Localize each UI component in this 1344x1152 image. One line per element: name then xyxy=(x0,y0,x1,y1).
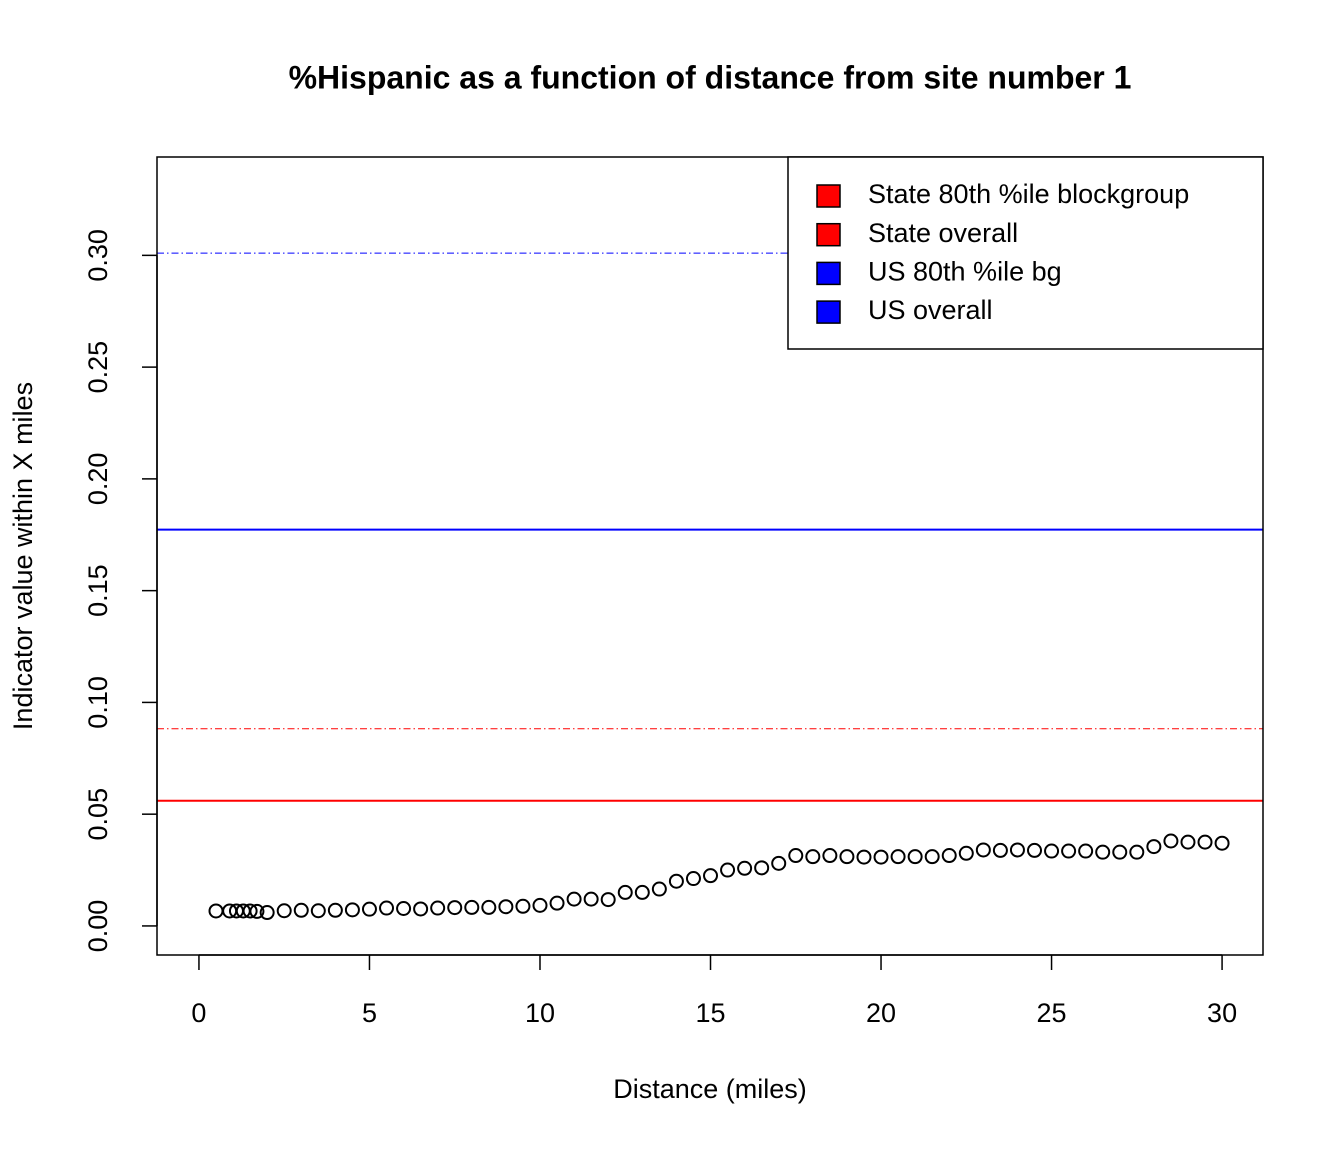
data-point xyxy=(1112,844,1128,860)
data-point xyxy=(1027,842,1043,858)
data-point xyxy=(941,848,957,864)
data-point xyxy=(259,905,275,921)
y-tick-label: 0.00 xyxy=(83,900,113,953)
data-point xyxy=(822,848,838,864)
data-point xyxy=(703,868,719,884)
data-point xyxy=(396,901,412,917)
data-point xyxy=(737,860,753,876)
legend-label: US 80th %ile bg xyxy=(868,257,1062,287)
data-point xyxy=(754,860,770,876)
x-tick-label: 10 xyxy=(525,998,555,1028)
legend-label: US overall xyxy=(868,295,993,325)
data-point xyxy=(924,849,940,865)
data-point xyxy=(1214,835,1230,851)
data-point xyxy=(1129,844,1145,860)
data-point xyxy=(668,873,684,889)
data-point xyxy=(583,891,599,907)
y-tick-label: 0.05 xyxy=(83,788,113,841)
data-point xyxy=(464,899,480,915)
y-tick-label: 0.10 xyxy=(83,676,113,729)
data-point xyxy=(805,849,821,865)
data-point xyxy=(1009,842,1025,858)
data-point xyxy=(361,901,377,917)
legend-swatch xyxy=(816,184,841,208)
legend-label: State 80th %ile blockgroup xyxy=(868,179,1189,209)
data-point xyxy=(208,903,224,919)
data-point xyxy=(907,849,923,865)
data-point xyxy=(600,892,616,908)
data-point xyxy=(992,842,1008,858)
y-tick-label: 0.15 xyxy=(83,564,113,617)
data-point xyxy=(1146,839,1162,855)
data-point xyxy=(651,881,667,897)
x-tick-label: 30 xyxy=(1207,998,1237,1028)
chart-title: %Hispanic as a function of distance from… xyxy=(289,59,1132,95)
data-point xyxy=(771,855,787,871)
data-point xyxy=(327,902,343,918)
data-point xyxy=(293,902,309,918)
data-point xyxy=(1095,844,1111,860)
y-axis-label: Indicator value within X miles xyxy=(8,382,38,730)
data-point xyxy=(566,891,582,907)
data-point xyxy=(1061,843,1077,859)
data-point xyxy=(430,900,446,916)
legend-swatch xyxy=(816,300,841,324)
data-point xyxy=(890,849,906,865)
data-point xyxy=(310,903,326,919)
data-point xyxy=(720,862,736,878)
data-point xyxy=(249,903,265,919)
data-point xyxy=(498,899,514,915)
legend-swatch xyxy=(816,222,841,247)
data-point xyxy=(1044,843,1060,859)
x-tick-label: 25 xyxy=(1037,998,1067,1028)
data-point xyxy=(958,845,974,861)
data-point xyxy=(685,871,701,887)
data-point xyxy=(873,849,889,865)
legend-box xyxy=(787,156,1264,350)
data-point xyxy=(1180,834,1196,850)
data-point xyxy=(856,849,872,865)
data-point xyxy=(1163,833,1179,849)
data-point xyxy=(839,849,855,865)
data-point xyxy=(975,842,991,858)
y-tick-label: 0.25 xyxy=(83,341,113,394)
legend-label: State overall xyxy=(868,218,1018,248)
x-axis-label: Distance (miles) xyxy=(613,1074,807,1104)
data-point xyxy=(532,897,548,913)
data-point xyxy=(447,900,463,916)
data-point xyxy=(344,902,360,918)
data-point xyxy=(634,884,650,900)
data-point xyxy=(617,884,633,900)
x-tick-label: 0 xyxy=(191,998,206,1028)
legend-swatch xyxy=(816,261,841,286)
data-point xyxy=(242,903,258,919)
data-point xyxy=(549,895,565,911)
data-point xyxy=(1078,843,1094,859)
data-point xyxy=(1197,834,1213,850)
x-tick-label: 20 xyxy=(866,998,896,1028)
x-tick-label: 15 xyxy=(695,998,725,1028)
y-tick-label: 0.30 xyxy=(83,229,113,282)
data-point xyxy=(481,899,497,915)
data-point xyxy=(515,898,531,914)
data-point xyxy=(379,900,395,916)
y-tick-label: 0.20 xyxy=(83,453,113,506)
x-tick-label: 5 xyxy=(362,998,377,1028)
data-point xyxy=(413,901,429,917)
data-point xyxy=(276,903,292,919)
data-point xyxy=(788,848,804,864)
